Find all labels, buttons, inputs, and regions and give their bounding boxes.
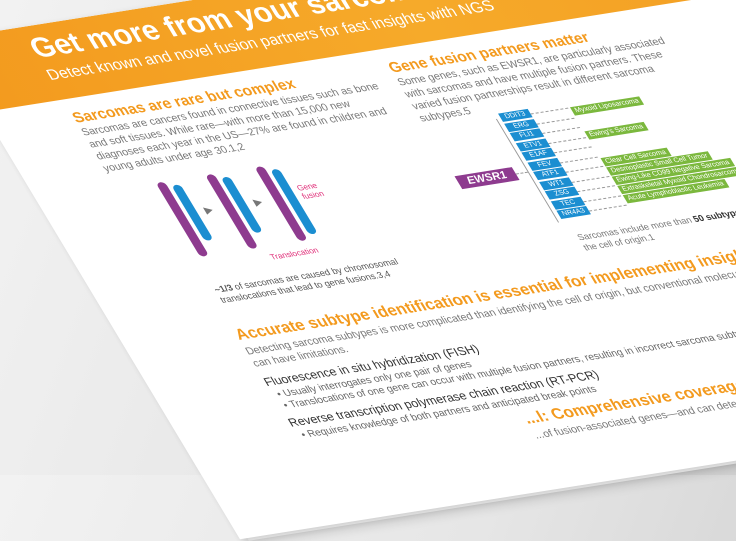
connector: [582, 194, 622, 202]
connector: [588, 204, 627, 212]
caption-text: of sarcomas are caused by chromosomal tr…: [218, 256, 401, 305]
connector: [530, 107, 569, 115]
connector: [547, 136, 587, 144]
arrow-icon: ▶: [251, 197, 266, 209]
translocation-label: Translocation: [268, 245, 321, 262]
arrow-icon: ▶: [202, 204, 216, 217]
connector: [536, 117, 575, 125]
subtype-label: Ewing's Sarcoma: [584, 121, 649, 140]
gene-fusion-label: Gene fusion: [294, 181, 327, 201]
connector: [559, 156, 598, 164]
connector: [577, 185, 616, 193]
connector: [553, 146, 592, 154]
hub-gene: EWSR1: [454, 167, 520, 190]
connector: [515, 171, 529, 175]
connector: [565, 165, 604, 173]
diagram-caption: Sarcomas include more than 50 subtypes b…: [575, 199, 736, 254]
caption-bold: 50 subtypes: [690, 206, 736, 224]
connector: [571, 175, 610, 183]
connector: [542, 127, 581, 134]
